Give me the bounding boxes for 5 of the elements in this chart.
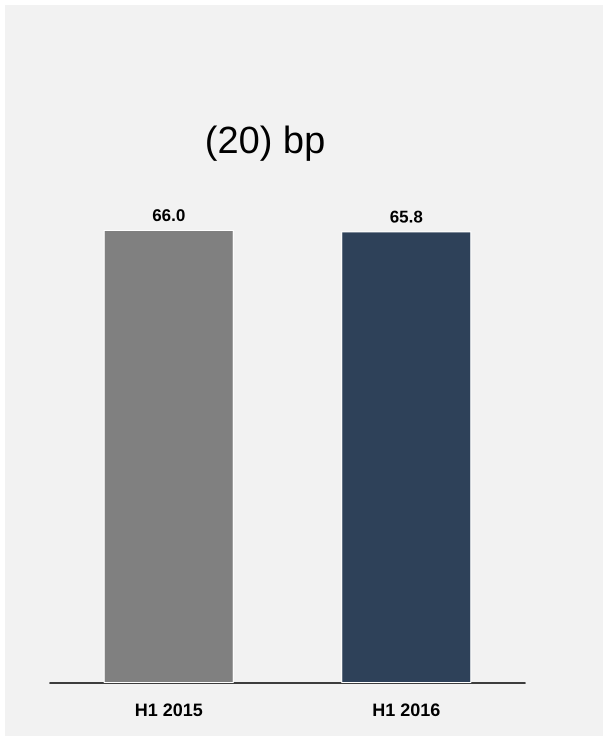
data-label: 66.0 [152, 206, 186, 225]
chart-title: (20) bp [204, 120, 326, 162]
x-tick-label: H1 2016 [372, 700, 440, 720]
data-label: 65.8 [390, 207, 423, 226]
x-tick-label: H1 2015 [134, 700, 203, 720]
